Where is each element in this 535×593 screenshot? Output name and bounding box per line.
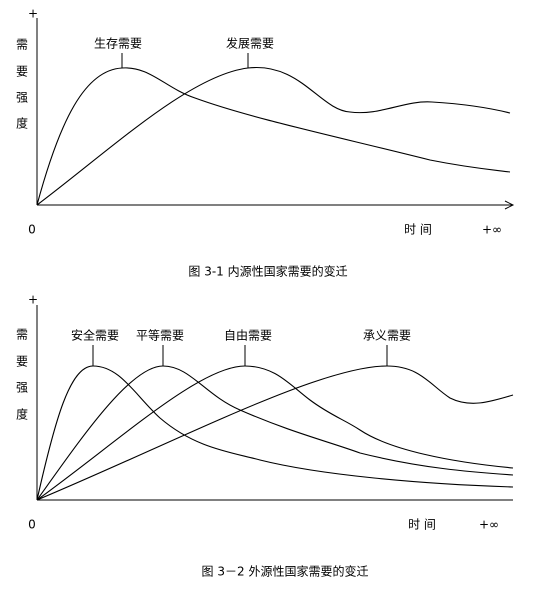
curve	[36, 365, 514, 501]
curve-label: 发展需要	[226, 36, 274, 51]
axes	[36, 305, 513, 501]
curve	[36, 365, 514, 501]
y-axis-label: 强	[16, 381, 28, 395]
curve	[36, 67, 511, 206]
x-axis-label: 时 间	[408, 518, 436, 532]
x-axis-end: +∞	[479, 518, 499, 532]
curve-label: 承义需要	[363, 329, 411, 343]
label-tick	[121, 53, 249, 68]
y-axis-label: 强	[16, 91, 28, 105]
label-tick	[92, 345, 388, 366]
axes	[36, 18, 515, 210]
caption: 图 3－2 外源性国家需要的变迁	[202, 564, 369, 579]
x-axis-end: +∞	[482, 223, 502, 237]
curve-label: 生存需要	[94, 37, 142, 51]
curve-label: 安全需要	[71, 328, 119, 343]
curve-label: 自由需要	[224, 329, 272, 343]
origin-label: 0	[28, 518, 36, 532]
y-axis-label: 需	[16, 328, 28, 342]
origin-label: 0	[28, 223, 36, 237]
y-axis-label: 度	[16, 116, 28, 131]
y-axis-label: 要	[16, 65, 28, 79]
curve-label: 平等需要	[136, 329, 184, 343]
curve	[36, 365, 514, 501]
y-axis-top: +	[28, 293, 38, 307]
y-axis-top: +	[28, 7, 38, 21]
figure-2: + 需 要 强 度 0 时 间 +∞ 安全需要 平等需要 自由需要 承义需要 图…	[16, 293, 514, 579]
curve	[36, 67, 511, 206]
y-axis-label: 要	[16, 355, 28, 369]
curve	[36, 365, 514, 501]
x-axis-label: 时 间	[404, 223, 432, 237]
y-axis-label: 度	[16, 407, 28, 422]
y-axis-label: 需	[16, 38, 28, 52]
figure-1: + 需 要 强 度 0 时 间 +∞ 生存需要 发展需要 图 3-1 内源性国家…	[16, 7, 515, 279]
caption: 图 3-1 内源性国家需要的变迁	[188, 264, 347, 279]
